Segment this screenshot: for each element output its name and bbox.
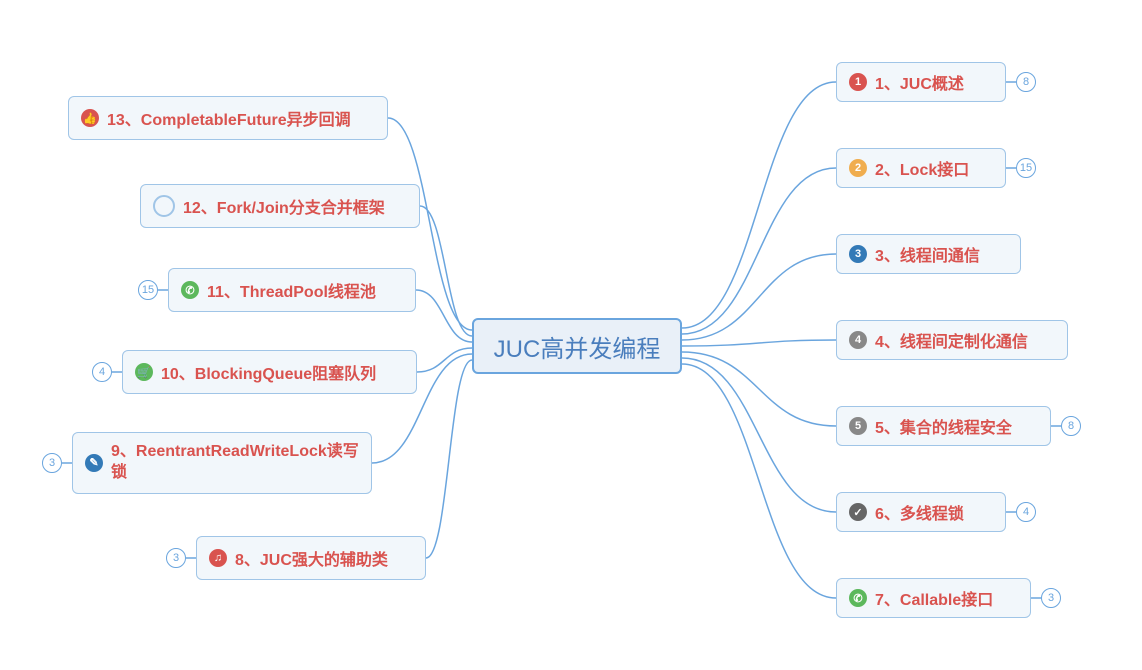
node-label: 3、线程间通信 <box>875 242 980 266</box>
node-number-icon: 1 <box>849 73 867 91</box>
child-count-badge[interactable]: 4 <box>92 362 112 382</box>
node-label: 6、多线程锁 <box>875 500 964 524</box>
node-label: 12、Fork/Join分支合并框架 <box>183 194 385 218</box>
mindmap-node-r7[interactable]: ✆ 7、Callable接口 <box>836 578 1031 618</box>
mindmap-node-r2[interactable]: 2 2、Lock接口 <box>836 148 1006 188</box>
mindmap-node-r1[interactable]: 1 1、JUC概述 <box>836 62 1006 102</box>
node-number-icon <box>153 195 175 217</box>
mindmap-node-l8[interactable]: ♫ 8、JUC强大的辅助类 <box>196 536 426 580</box>
mindmap-node-l11[interactable]: ✆ 11、ThreadPool线程池 <box>168 268 416 312</box>
node-number-icon: 2 <box>849 159 867 177</box>
node-label: 10、BlockingQueue阻塞队列 <box>161 360 376 384</box>
child-count-badge[interactable]: 4 <box>1016 502 1036 522</box>
node-label: 11、ThreadPool线程池 <box>207 278 376 302</box>
node-number-icon: 🛒 <box>135 363 153 381</box>
mindmap-node-r5[interactable]: 5 5、集合的线程安全 <box>836 406 1051 446</box>
node-label: 7、Callable接口 <box>875 586 993 610</box>
mindmap-node-l9[interactable]: ✎ 9、ReentrantReadWriteLock读写锁 <box>72 432 372 494</box>
node-number-icon: ♫ <box>209 549 227 567</box>
node-label: 2、Lock接口 <box>875 156 969 180</box>
node-number-icon: ✓ <box>849 503 867 521</box>
mindmap-node-l10[interactable]: 🛒 10、BlockingQueue阻塞队列 <box>122 350 417 394</box>
node-label: 13、CompletableFuture异步回调 <box>107 106 351 130</box>
node-label: 4、线程间定制化通信 <box>875 328 1028 352</box>
child-count-badge[interactable]: 8 <box>1016 72 1036 92</box>
child-count-badge[interactable]: 8 <box>1061 416 1081 436</box>
center-label: JUC高并发编程 <box>494 329 661 364</box>
child-count-badge[interactable]: 3 <box>1041 588 1061 608</box>
node-label: 5、集合的线程安全 <box>875 414 1012 438</box>
child-count-badge[interactable]: 15 <box>1016 158 1036 178</box>
mindmap-node-r3[interactable]: 3 3、线程间通信 <box>836 234 1021 274</box>
node-number-icon: 👍 <box>81 109 99 127</box>
mindmap-node-r6[interactable]: ✓ 6、多线程锁 <box>836 492 1006 532</box>
node-label: 1、JUC概述 <box>875 70 964 94</box>
center-node[interactable]: JUC高并发编程 <box>472 318 682 374</box>
node-number-icon: 5 <box>849 417 867 435</box>
node-number-icon: ✆ <box>181 281 199 299</box>
node-number-icon: 3 <box>849 245 867 263</box>
node-number-icon: ✆ <box>849 589 867 607</box>
child-count-badge[interactable]: 15 <box>138 280 158 300</box>
node-label: 8、JUC强大的辅助类 <box>235 546 388 570</box>
node-label: 9、ReentrantReadWriteLock读写锁 <box>111 442 359 484</box>
node-number-icon: ✎ <box>85 454 103 472</box>
child-count-badge[interactable]: 3 <box>166 548 186 568</box>
mindmap-node-r4[interactable]: 4 4、线程间定制化通信 <box>836 320 1068 360</box>
mindmap-node-l13[interactable]: 👍 13、CompletableFuture异步回调 <box>68 96 388 140</box>
node-number-icon: 4 <box>849 331 867 349</box>
mindmap-node-l12[interactable]: 12、Fork/Join分支合并框架 <box>140 184 420 228</box>
child-count-badge[interactable]: 3 <box>42 453 62 473</box>
